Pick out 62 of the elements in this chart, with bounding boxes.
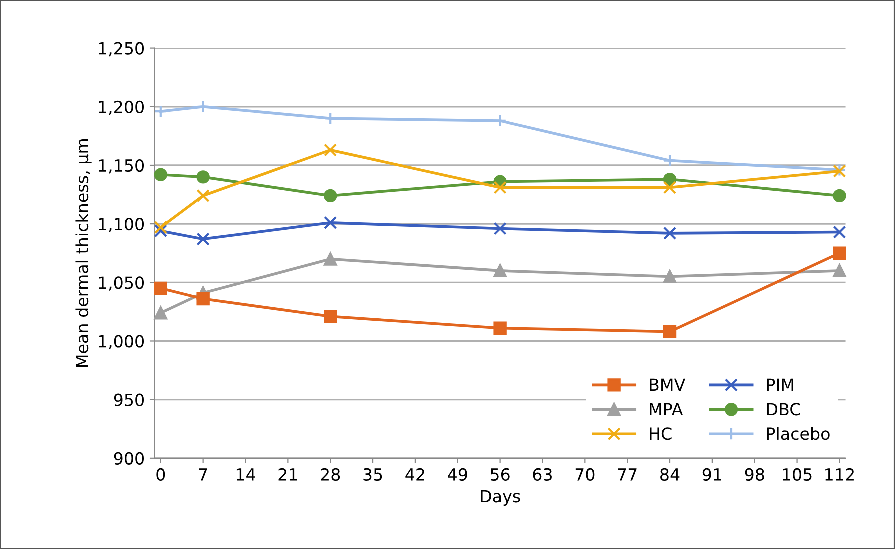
point (196, 232, 210, 246)
point (663, 270, 677, 284)
point (663, 325, 677, 338)
x-tick-label: 98 (745, 468, 764, 482)
x-tick-label: 7 (199, 468, 208, 481)
point (494, 181, 507, 194)
legend-label: MPA (650, 403, 684, 416)
x-tick-label: 42 (406, 468, 424, 481)
legend-label: PIM (767, 378, 794, 392)
x-tick-label: 112 (826, 468, 854, 481)
x-tick-label: 84 (660, 468, 680, 482)
point (833, 226, 846, 239)
legend-label: BMV (650, 378, 686, 392)
legend-label: HC (650, 428, 672, 440)
point (494, 264, 507, 278)
point (196, 170, 210, 184)
x-tick-label: 14 (236, 468, 256, 481)
point (324, 252, 338, 266)
point (154, 220, 168, 234)
point (663, 181, 677, 194)
point (494, 222, 507, 236)
y-tick-label: 1,050 (99, 276, 144, 291)
point (833, 246, 846, 260)
y-tick-label: 1,100 (99, 218, 144, 232)
point (663, 154, 677, 168)
x-tick-label: 77 (618, 468, 637, 481)
y-tick-label: 900 (114, 452, 144, 465)
y-tick-label: 1,000 (99, 335, 144, 350)
legend-label: Placebo (767, 427, 830, 440)
x-tick-label: 63 (533, 468, 552, 482)
x-tick-label: 0 (156, 468, 166, 482)
x-tick-label: 105 (783, 468, 812, 482)
point (154, 306, 168, 320)
point (324, 144, 338, 157)
x-axis-title: Days (481, 490, 520, 506)
x-tick-label: 70 (576, 468, 595, 482)
point (833, 189, 846, 203)
point (154, 282, 168, 296)
point (324, 216, 338, 230)
point (154, 224, 168, 238)
x-tick-label: 28 (321, 468, 340, 482)
legend-label: DBC (767, 403, 800, 416)
point (324, 189, 338, 203)
point (663, 226, 677, 240)
x-tick-label: 56 (490, 468, 510, 482)
point (154, 168, 168, 182)
x-tick-label: 49 (448, 468, 468, 482)
x-tick-label: 35 (364, 468, 382, 482)
x-tick-label: 21 (278, 468, 298, 481)
point (196, 292, 210, 306)
y-tick-label: 950 (114, 394, 144, 406)
y-tick-label: 1,200 (99, 100, 144, 116)
y-tick-label: 1,150 (99, 159, 144, 174)
point (196, 189, 210, 203)
point (324, 310, 338, 324)
point (494, 322, 507, 335)
point (154, 104, 168, 118)
y-axis-title: Mean dermal thickness, µm (76, 139, 92, 368)
point (833, 264, 846, 278)
point (196, 100, 210, 114)
y-tick-label: 1,250 (99, 42, 144, 57)
x-tick-label: 91 (702, 468, 722, 482)
